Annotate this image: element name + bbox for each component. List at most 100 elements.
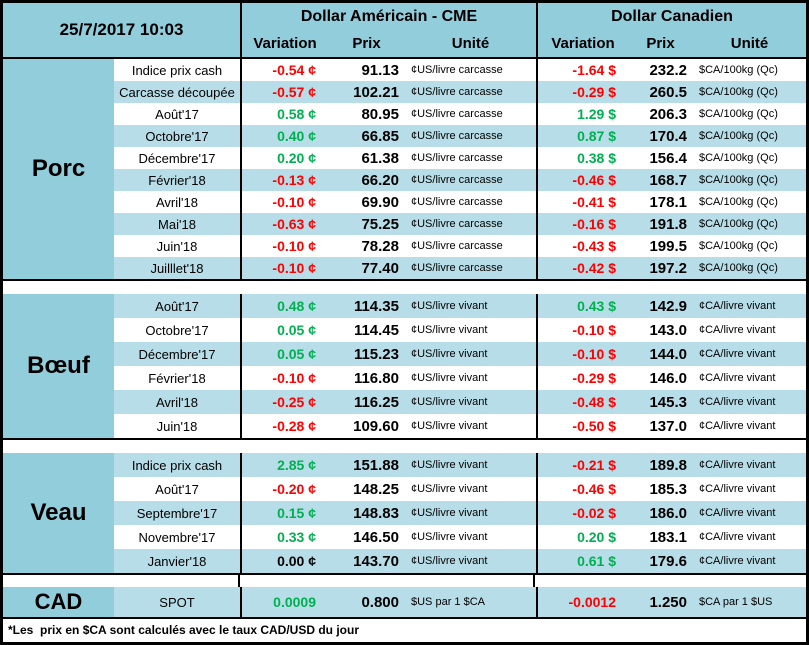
row-label: Juin'18 (156, 418, 198, 434)
ca-variation-cell: -0.42 $ (536, 257, 628, 279)
row-label: Novembre'17 (138, 529, 216, 545)
row-label: Septembre'17 (114, 501, 240, 525)
us-unite-col-header: Unité (451, 35, 490, 52)
row-label: Avril'18 (114, 390, 240, 414)
us-price-cell: 115.23 (328, 342, 405, 366)
ca-price-cell: 199.5 (649, 237, 687, 255)
us-variation-cell: -0.10 ¢ (240, 191, 328, 213)
row-label: Décembre'17 (138, 150, 216, 166)
ca-unit-cell: ¢CA/livre vivant (693, 390, 806, 414)
section-2: Bœuf Août'17 0.48 ¢ 114.35 ¢US/livre vivant 0… (3, 294, 806, 440)
row-label: Indice prix cash (131, 62, 223, 78)
section-gap (3, 440, 806, 453)
ca-variation-cell: -0.16 $ (536, 213, 628, 235)
row-label: Octobre'17 (145, 322, 209, 338)
ca-price-cell: 191.8 (628, 213, 693, 235)
us-unit-cell: ¢US/livre vivant (405, 294, 536, 318)
us-unit-cell: ¢US/livre carcasse (411, 64, 503, 76)
ca-variation-cell: -0.10 $ (536, 342, 628, 366)
us-variation-cell: -0.10 ¢ (240, 257, 328, 279)
ca-variation-cell: 1.29 $ (536, 103, 628, 125)
us-unit-cell: ¢US/livre carcasse (411, 196, 503, 208)
ca-unit-cell: ¢CA/livre vivant (693, 453, 806, 477)
ca-price-cell: 170.4 (628, 125, 693, 147)
ca-unit-cell: $CA/100kg (Qc) (693, 169, 806, 191)
row-label: Avril'18 (156, 194, 198, 210)
ca-price-cell: 145.3 (628, 390, 693, 414)
us-price-cell: 148.83 (328, 501, 405, 525)
ca-variation-cell: -0.46 $ (536, 169, 628, 191)
us-variation-cell: -0.63 ¢ (240, 213, 328, 235)
us-variation-cell: 0.00 ¢ (240, 549, 328, 573)
us-variation-cell: -0.20 ¢ (240, 477, 328, 501)
us-price-cell: 80.95 (361, 105, 399, 123)
us-price-cell: 78.28 (361, 237, 399, 255)
ca-variation-cell: -1.64 $ (536, 59, 628, 81)
us-unit-cell: ¢US/livre vivant (411, 531, 488, 543)
row-label: Carcasse découpée (114, 81, 240, 103)
ca-price-cell: 142.9 (628, 294, 693, 318)
us-unit-cell: ¢US/livre vivant (411, 324, 488, 336)
row-label: Mai'18 (114, 213, 240, 235)
section-gap (3, 575, 806, 587)
us-price-cell: 69.90 (361, 193, 399, 211)
us-variation-cell: -0.10 ¢ (240, 366, 328, 390)
ca-variation-cell: -0.50 $ (536, 414, 628, 438)
us-dollar-header: Dollar Américain - CME (240, 3, 536, 30)
row-label: Février'18 (148, 370, 206, 386)
us-price-cell: 116.25 (328, 390, 405, 414)
cad-section-label: CAD (3, 587, 114, 617)
us-price-cell: 77.40 (328, 257, 405, 279)
us-price-cell: 91.13 (361, 61, 399, 79)
ca-price-cell: 260.5 (628, 81, 693, 103)
ca-unit-cell: ¢CA/livre vivant (699, 483, 776, 495)
ca-variation-cell: -0.29 $ (536, 81, 628, 103)
row-label: Août'17 (114, 294, 240, 318)
us-variation-cell: 0.40 ¢ (240, 125, 328, 147)
us-unit-cell: ¢US/livre vivant (411, 372, 488, 384)
ca-unit-cell: ¢CA/livre vivant (699, 324, 776, 336)
ca-price-cell: 183.1 (649, 528, 687, 546)
ca-unit-cell: $CA/100kg (Qc) (693, 257, 806, 279)
us-unit-cell: ¢US/livre carcasse (411, 152, 503, 164)
species-label: Porc (3, 59, 114, 279)
us-unit-cell: ¢US/livre vivant (405, 390, 536, 414)
us-variation-cell: 0.58 ¢ (240, 103, 328, 125)
species-label: Veau (3, 453, 114, 573)
us-price-cell: 66.20 (328, 169, 405, 191)
us-variation-cell: 0.05 ¢ (240, 318, 328, 342)
us-unit-cell: ¢US/livre vivant (405, 342, 536, 366)
us-variation-cell: -0.25 ¢ (240, 390, 328, 414)
us-variation-cell: 0.20 ¢ (240, 147, 328, 169)
ca-unit-cell: $CA/100kg (Qc) (693, 125, 806, 147)
us-unit-cell: $US par 1 $CA (405, 587, 536, 617)
ca-variation-cell: -0.48 $ (536, 390, 628, 414)
us-variation-col-header: Variation (240, 30, 328, 57)
row-label: Indice prix cash (114, 453, 240, 477)
ca-price-cell: 168.7 (628, 169, 693, 191)
us-unit-cell: ¢US/livre vivant (405, 549, 536, 573)
ca-unit-cell: ¢CA/livre vivant (699, 372, 776, 384)
footnote: *Les prix en $CA sont calculés avec le t… (3, 619, 806, 641)
ca-price-cell: 179.6 (628, 549, 693, 573)
ca-variation-cell: 0.87 $ (536, 125, 628, 147)
ca-price-cell: 206.3 (649, 105, 687, 123)
ca-dollar-header: Dollar Canadien (536, 3, 806, 30)
report-datetime: 25/7/2017 10:03 (59, 20, 184, 39)
us-unit-cell: ¢US/livre carcasse (405, 81, 536, 103)
ca-variation-cell: 0.43 $ (536, 294, 628, 318)
table-header: 25/7/2017 10:03 Dollar Américain - CME D… (3, 3, 806, 59)
us-variation-cell: -0.13 ¢ (240, 169, 328, 191)
us-price-cell: 146.50 (353, 528, 399, 546)
us-prix-col-header: Prix (352, 35, 381, 52)
us-unit-cell: ¢US/livre vivant (405, 453, 536, 477)
us-variation-cell: -0.54 ¢ (240, 59, 328, 81)
us-price-cell: 66.85 (328, 125, 405, 147)
ca-unit-cell: ¢CA/livre vivant (699, 420, 776, 432)
ca-price-cell: 186.0 (628, 501, 693, 525)
ca-variation-cell: -0.10 $ (536, 318, 628, 342)
ca-price-cell: 1.250 (628, 587, 693, 617)
ca-variation-cell: 0.61 $ (536, 549, 628, 573)
row-label: Juilllet'18 (114, 257, 240, 279)
